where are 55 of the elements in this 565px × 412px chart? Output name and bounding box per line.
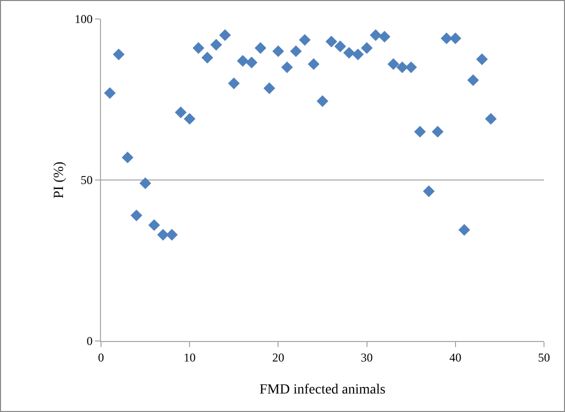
y-tick-label: 100 <box>74 12 93 26</box>
point <box>219 29 231 41</box>
point <box>174 106 187 118</box>
point <box>352 48 364 60</box>
point <box>148 219 160 231</box>
point <box>122 152 134 164</box>
point <box>112 48 125 60</box>
point <box>432 126 444 138</box>
point <box>450 32 462 44</box>
point <box>414 126 426 138</box>
point <box>440 32 452 44</box>
point <box>281 61 293 74</box>
y-tick-label: 0 <box>86 334 93 348</box>
point <box>201 52 214 64</box>
point <box>388 58 400 70</box>
point <box>210 38 222 51</box>
point <box>166 228 178 241</box>
point <box>405 61 417 74</box>
point <box>476 53 488 66</box>
point <box>343 46 355 59</box>
point <box>422 185 435 198</box>
point <box>290 45 302 58</box>
point <box>484 112 497 125</box>
point <box>326 36 338 48</box>
point <box>104 87 116 99</box>
point <box>458 224 470 236</box>
y-axis-title: PI (%) <box>52 161 67 198</box>
point <box>316 95 328 107</box>
point <box>467 74 479 86</box>
point <box>263 82 276 94</box>
point <box>246 56 258 68</box>
point <box>334 40 346 52</box>
point <box>236 55 249 67</box>
point <box>130 210 142 222</box>
point <box>157 228 169 241</box>
point <box>360 42 373 54</box>
point <box>192 42 204 54</box>
x-tick-label: 10 <box>184 350 196 364</box>
x-axis-title: FMD infected animals <box>260 382 386 398</box>
point <box>272 45 284 58</box>
x-tick-label: 30 <box>360 350 373 364</box>
x-tick-label: 40 <box>449 350 462 364</box>
point <box>254 42 266 54</box>
point <box>139 177 152 190</box>
point <box>378 30 390 43</box>
point <box>228 78 240 90</box>
point <box>308 58 320 70</box>
point <box>184 112 196 125</box>
point <box>370 29 382 41</box>
x-tick-label: 50 <box>538 350 550 364</box>
point <box>396 61 408 74</box>
point <box>298 34 311 46</box>
y-tick-label: 50 <box>80 173 93 188</box>
x-tick-label: 20 <box>272 350 284 364</box>
x-tick-label: 0 <box>98 350 104 364</box>
